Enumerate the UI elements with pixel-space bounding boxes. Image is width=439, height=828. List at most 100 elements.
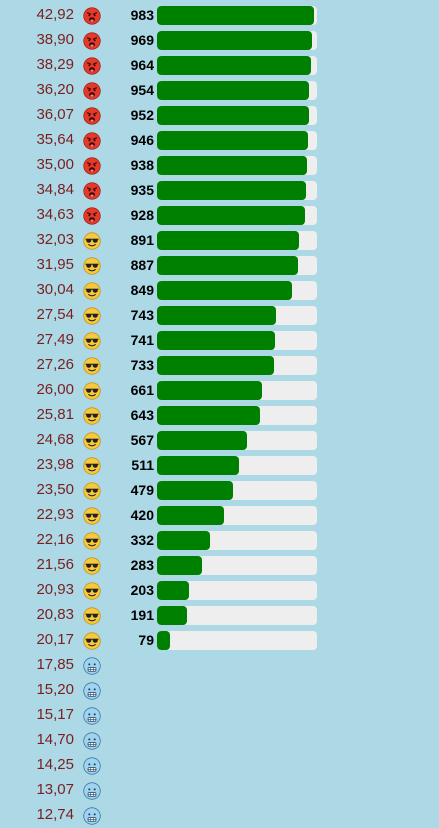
progress-bar-fill — [157, 206, 306, 225]
progress-bar — [157, 356, 317, 375]
sunglasses-face-icon — [83, 557, 101, 575]
temperature-value: 35,64 — [36, 131, 74, 148]
count-value: 643 — [130, 407, 154, 423]
temperature-value: 23,50 — [36, 481, 74, 498]
progress-bar-fill — [157, 531, 210, 550]
hot-face-icon — [83, 107, 101, 125]
list-item: 17,85 — [0, 653, 439, 678]
temperature-value: 20,93 — [36, 581, 74, 598]
temperature-value: 26,00 — [36, 381, 74, 398]
count-value: 891 — [130, 232, 154, 248]
list-item: 22,93 420 — [0, 503, 439, 528]
list-item: 27,26 733 — [0, 353, 439, 378]
list-item: 31,95 887 — [0, 253, 439, 278]
progress-bar — [157, 331, 317, 350]
progress-bar-fill — [157, 306, 276, 325]
progress-bar-fill — [157, 231, 300, 250]
hot-face-icon — [83, 207, 101, 225]
temperature-value: 17,85 — [36, 656, 74, 673]
progress-bar-fill — [157, 281, 293, 300]
temperature-value: 34,63 — [36, 206, 74, 223]
cold-face-icon — [83, 657, 101, 675]
progress-bar — [157, 231, 317, 250]
progress-bar — [157, 581, 317, 600]
progress-bar — [157, 456, 317, 475]
count-value: 849 — [130, 282, 154, 298]
sunglasses-face-icon — [83, 432, 101, 450]
list-item: 23,50 479 — [0, 478, 439, 503]
hot-face-icon — [83, 7, 101, 25]
count-value: 733 — [130, 357, 154, 373]
list-item: 15,17 — [0, 703, 439, 728]
progress-bar-fill — [157, 181, 307, 200]
list-item: 32,03 891 — [0, 228, 439, 253]
progress-bar-fill — [157, 456, 239, 475]
progress-bar-fill — [157, 331, 276, 350]
hot-face-icon — [83, 157, 101, 175]
progress-bar — [157, 631, 317, 650]
temperature-value: 36,20 — [36, 81, 74, 98]
progress-bar-fill — [157, 381, 263, 400]
temperature-value: 22,93 — [36, 506, 74, 523]
sunglasses-face-icon — [83, 532, 101, 550]
progress-bar — [157, 506, 317, 525]
count-value: 191 — [130, 607, 154, 623]
progress-bar — [157, 606, 317, 625]
progress-bar-fill — [157, 156, 307, 175]
sunglasses-face-icon — [83, 257, 101, 275]
list-item: 35,00 938 — [0, 153, 439, 178]
list-item: 22,16 332 — [0, 528, 439, 553]
hot-face-icon — [83, 57, 101, 75]
sunglasses-face-icon — [83, 282, 101, 300]
progress-bar-fill — [157, 256, 299, 275]
count-value: 567 — [130, 432, 154, 448]
progress-bar-fill — [157, 81, 310, 100]
temperature-value: 15,17 — [36, 706, 74, 723]
count-value: 203 — [130, 582, 154, 598]
temperature-value: 23,98 — [36, 456, 74, 473]
progress-bar — [157, 381, 317, 400]
list-item: 38,90 969 — [0, 28, 439, 53]
count-value: 946 — [130, 132, 154, 148]
progress-bar-fill — [157, 6, 314, 25]
list-item: 36,07 952 — [0, 103, 439, 128]
temperature-value: 14,25 — [36, 756, 74, 773]
temperature-value: 27,49 — [36, 331, 74, 348]
list-item: 23,98 511 — [0, 453, 439, 478]
progress-bar — [157, 156, 317, 175]
count-value: 887 — [130, 257, 154, 273]
count-value: 954 — [130, 82, 154, 98]
sunglasses-face-icon — [83, 382, 101, 400]
progress-bar-fill — [157, 31, 312, 50]
list-item: 20,93 203 — [0, 578, 439, 603]
list-item: 42,92 983 — [0, 3, 439, 28]
temperature-value: 35,00 — [36, 156, 74, 173]
count-value: 661 — [130, 382, 154, 398]
sunglasses-face-icon — [83, 332, 101, 350]
list-item: 30,04 849 — [0, 278, 439, 303]
list-item: 20,83 191 — [0, 603, 439, 628]
temperature-value: 32,03 — [36, 231, 74, 248]
count-value: 79 — [138, 632, 154, 648]
cold-face-icon — [83, 707, 101, 725]
temperature-value: 34,84 — [36, 181, 74, 198]
cold-face-icon — [83, 807, 101, 825]
temperature-value: 38,29 — [36, 56, 74, 73]
temperature-value: 25,81 — [36, 406, 74, 423]
temperature-list: 42,92 983 38,90 969 38,29 964 36,20 954 36,07 952… — [0, 3, 439, 828]
progress-bar-fill — [157, 56, 311, 75]
cold-face-icon — [83, 782, 101, 800]
progress-bar — [157, 481, 317, 500]
progress-bar-fill — [157, 506, 224, 525]
list-item: 35,64 946 — [0, 128, 439, 153]
progress-bar — [157, 281, 317, 300]
temperature-value: 24,68 — [36, 431, 74, 448]
temperature-value: 12,74 — [36, 806, 74, 823]
temperature-value: 14,70 — [36, 731, 74, 748]
progress-bar — [157, 106, 317, 125]
count-value: 479 — [130, 482, 154, 498]
list-item: 34,63 928 — [0, 203, 439, 228]
list-item: 21,56 283 — [0, 553, 439, 578]
progress-bar — [157, 31, 317, 50]
